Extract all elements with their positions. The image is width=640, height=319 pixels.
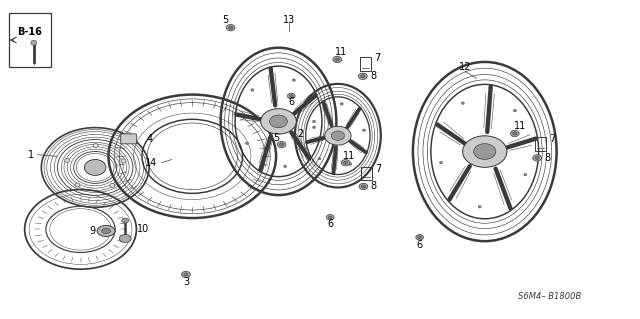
Ellipse shape: [65, 159, 70, 162]
Ellipse shape: [361, 185, 365, 188]
Ellipse shape: [358, 73, 367, 79]
Ellipse shape: [182, 271, 190, 278]
Ellipse shape: [122, 218, 129, 223]
Ellipse shape: [269, 115, 287, 128]
Text: 3: 3: [183, 277, 189, 287]
Ellipse shape: [287, 93, 295, 99]
Text: 8: 8: [544, 153, 550, 163]
Ellipse shape: [340, 103, 343, 105]
Ellipse shape: [335, 58, 339, 61]
Ellipse shape: [535, 156, 540, 160]
Ellipse shape: [312, 126, 316, 129]
Ellipse shape: [228, 26, 233, 29]
Text: 5: 5: [273, 133, 280, 143]
Text: 9: 9: [89, 226, 95, 236]
Bar: [9, 13, 51, 67]
Ellipse shape: [119, 234, 131, 242]
Text: 13: 13: [284, 15, 296, 25]
Text: 5: 5: [222, 15, 228, 25]
Ellipse shape: [84, 160, 106, 175]
Ellipse shape: [524, 174, 527, 176]
Ellipse shape: [478, 205, 481, 208]
Text: 7: 7: [549, 135, 556, 145]
Text: 7: 7: [376, 164, 382, 174]
Ellipse shape: [318, 158, 321, 160]
Ellipse shape: [226, 25, 235, 31]
Text: 6: 6: [417, 240, 422, 250]
Ellipse shape: [332, 131, 344, 140]
Ellipse shape: [121, 159, 126, 163]
Text: 8: 8: [370, 71, 376, 81]
Ellipse shape: [93, 144, 98, 147]
Text: 10: 10: [137, 224, 149, 234]
Ellipse shape: [284, 165, 287, 167]
Ellipse shape: [184, 273, 188, 276]
Text: 11: 11: [343, 151, 355, 161]
Text: S6M4– B1800B: S6M4– B1800B: [518, 292, 582, 301]
Ellipse shape: [418, 236, 422, 239]
Ellipse shape: [312, 120, 316, 123]
Text: 4: 4: [147, 134, 153, 144]
Text: 1: 1: [28, 150, 35, 160]
Ellipse shape: [363, 129, 365, 131]
Text: 14: 14: [145, 158, 157, 168]
Ellipse shape: [463, 136, 507, 167]
Ellipse shape: [333, 56, 342, 63]
Ellipse shape: [260, 109, 296, 134]
Ellipse shape: [324, 126, 351, 145]
Text: B-16: B-16: [17, 27, 42, 37]
Ellipse shape: [110, 183, 115, 187]
Text: 7: 7: [374, 53, 381, 63]
Ellipse shape: [328, 216, 332, 219]
Bar: [535, 137, 546, 151]
Text: 2: 2: [298, 129, 304, 139]
Ellipse shape: [326, 214, 334, 220]
Ellipse shape: [461, 102, 465, 104]
Ellipse shape: [246, 142, 248, 145]
Ellipse shape: [532, 155, 541, 161]
Ellipse shape: [280, 143, 284, 146]
Ellipse shape: [341, 160, 350, 166]
Ellipse shape: [349, 163, 352, 165]
Text: 11: 11: [514, 121, 526, 131]
Ellipse shape: [359, 183, 368, 190]
Ellipse shape: [440, 161, 443, 164]
Ellipse shape: [102, 228, 111, 234]
FancyBboxPatch shape: [121, 134, 137, 144]
Text: 6: 6: [288, 97, 294, 107]
Ellipse shape: [97, 226, 115, 236]
Ellipse shape: [277, 141, 286, 148]
Ellipse shape: [251, 89, 254, 91]
Bar: [361, 167, 372, 180]
Text: 12: 12: [459, 63, 471, 72]
Ellipse shape: [292, 79, 296, 81]
Text: 11: 11: [335, 47, 347, 56]
Ellipse shape: [513, 109, 516, 112]
Ellipse shape: [75, 183, 80, 187]
Ellipse shape: [510, 130, 519, 137]
Ellipse shape: [289, 95, 293, 97]
Text: 6: 6: [327, 219, 333, 229]
Ellipse shape: [513, 132, 517, 135]
Ellipse shape: [343, 161, 348, 164]
Ellipse shape: [360, 75, 365, 78]
Ellipse shape: [474, 144, 496, 160]
Bar: [360, 57, 371, 71]
Text: 8: 8: [371, 182, 377, 191]
Ellipse shape: [416, 234, 424, 240]
Ellipse shape: [31, 40, 37, 45]
